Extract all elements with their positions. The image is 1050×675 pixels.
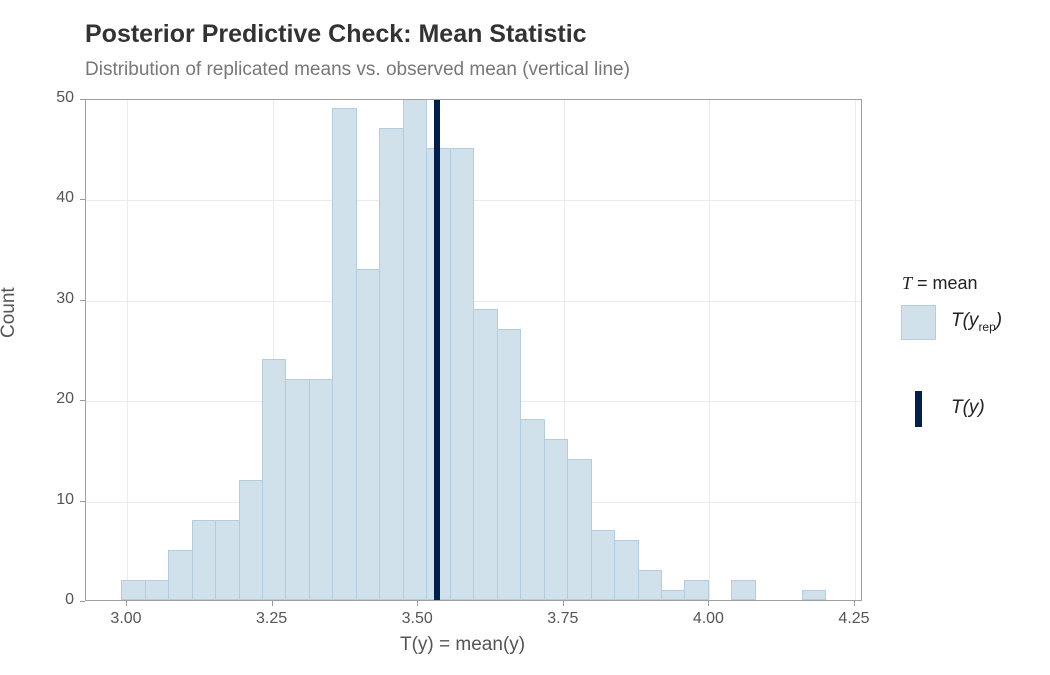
x-tick	[854, 601, 855, 606]
histogram-bar	[308, 379, 334, 600]
y-tick-label: 10	[56, 490, 74, 508]
histogram-bar	[191, 519, 217, 600]
legend-label-observed: T(y)	[951, 397, 985, 418]
histogram-bar	[355, 268, 381, 600]
y-tick	[80, 199, 85, 201]
x-tick-label: 3.75	[547, 610, 579, 627]
histogram-bar	[121, 579, 146, 600]
plot-panel	[85, 99, 862, 601]
x-tick-label: 4.25	[838, 610, 870, 627]
grid-line-vertical	[127, 100, 128, 600]
histogram-bar	[449, 148, 475, 600]
histogram-bar	[379, 128, 404, 600]
y-tick-label: 50	[56, 89, 74, 106]
x-tick	[417, 601, 419, 606]
histogram-bar	[144, 579, 170, 600]
grid-line-vertical	[855, 100, 856, 600]
histogram-bar	[614, 539, 639, 600]
y-tick-label: 30	[56, 289, 74, 307]
legend-swatch-replicated	[901, 305, 936, 340]
y-tick	[80, 500, 85, 502]
histogram-bar	[520, 419, 545, 600]
histogram-bar	[238, 479, 263, 600]
histogram-bar	[473, 308, 498, 600]
y-tick-label: 40	[56, 189, 74, 207]
histogram-bar	[215, 519, 240, 600]
x-axis-title: T(y) = mean(y)	[400, 634, 526, 655]
y-tick	[80, 99, 85, 100]
x-tick-label: 4.00	[692, 610, 724, 627]
histogram-bar	[637, 569, 662, 600]
legend-swatch-observed	[915, 391, 922, 427]
histogram-bar	[285, 379, 310, 600]
grid-line-vertical	[272, 100, 274, 600]
x-tick-label: 3.25	[256, 610, 288, 627]
histogram-bar	[262, 359, 287, 600]
legend-label-replicated: T(yrep)	[951, 310, 1003, 334]
x-tick-label: 3.00	[110, 610, 142, 627]
grid-line-vertical	[709, 100, 711, 600]
histogram-bar	[332, 108, 357, 600]
y-tick	[80, 601, 85, 602]
histogram-bar	[590, 529, 616, 600]
histogram-bar	[402, 100, 428, 600]
histogram-bar	[684, 579, 709, 600]
x-tick	[126, 601, 127, 606]
histogram-bar	[801, 589, 827, 600]
histogram-bar	[543, 439, 569, 600]
x-tick	[271, 601, 273, 606]
grid-line-vertical	[563, 100, 565, 600]
y-tick	[80, 400, 85, 402]
histogram-bar	[496, 328, 522, 600]
y-tick	[80, 299, 85, 301]
histogram-bar	[731, 579, 756, 600]
x-tick	[708, 601, 710, 606]
y-axis-title: Count	[0, 287, 19, 338]
histogram-bar	[168, 549, 193, 600]
observed-value-line	[433, 100, 440, 600]
x-tick	[562, 601, 564, 606]
histogram-bar	[661, 589, 686, 600]
y-tick-label: 0	[65, 591, 74, 608]
histogram-bar	[567, 459, 592, 600]
x-tick-label: 3.50	[401, 610, 433, 627]
chart-title: Posterior Predictive Check: Mean Statist…	[85, 20, 587, 48]
y-tick-label: 20	[56, 390, 74, 408]
legend-title: T = mean	[902, 273, 978, 293]
chart-subtitle: Distribution of replicated means vs. obs…	[85, 59, 630, 80]
